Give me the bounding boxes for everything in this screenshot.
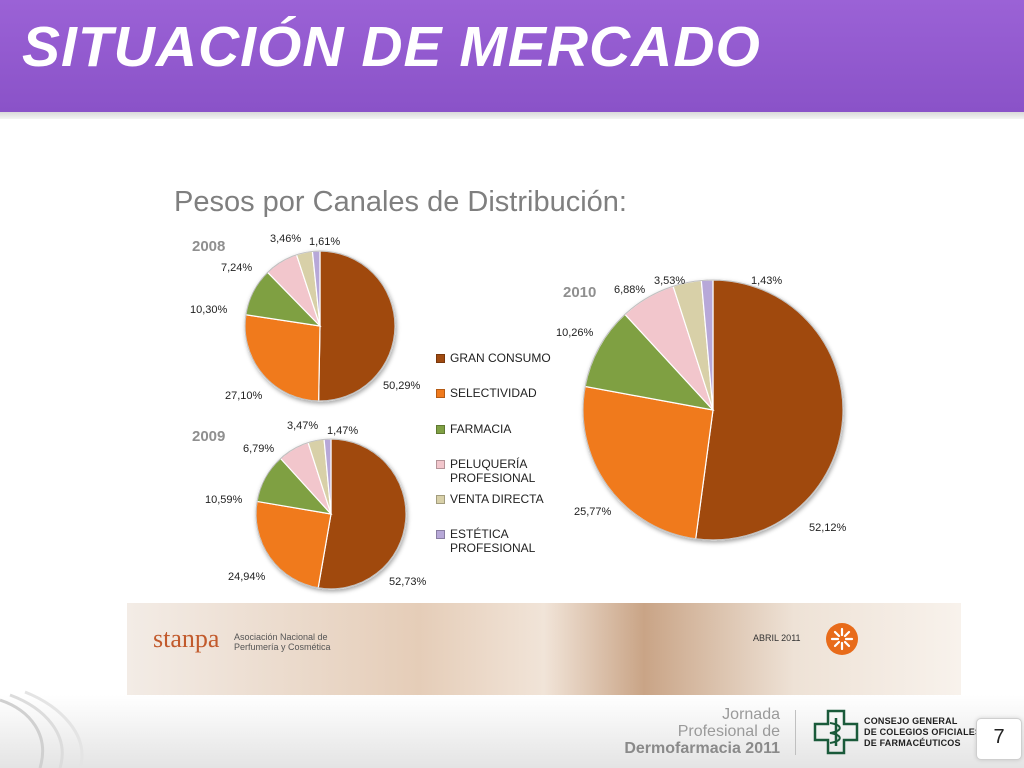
pie2008-label-selectividad: 27,10% xyxy=(225,390,263,402)
pie2008-label-estetica: 1,61% xyxy=(309,236,341,248)
stanpa-logo-text: stanpa xyxy=(153,624,220,653)
legend-label: ESTÉTICA PROFESIONAL xyxy=(450,527,536,555)
event-name: Jornada Profesional de Dermofarmacia 201… xyxy=(600,706,780,757)
legend-swatch xyxy=(436,530,445,539)
organization-name: CONSEJO GENERAL DE COLEGIOS OFICIALES DE… xyxy=(864,716,981,749)
footer-bar xyxy=(0,695,1024,768)
stanpa-banner xyxy=(127,603,961,695)
year-label-2008: 2008 xyxy=(192,238,226,255)
event-line-1: Jornada xyxy=(722,706,780,723)
legend-item-venta-directa: VENTA DIRECTA xyxy=(436,492,544,506)
legend-label: SELECTIVIDAD xyxy=(450,386,537,400)
event-line-2: Profesional de xyxy=(677,723,780,740)
pharmacy-cross-logo-icon xyxy=(813,709,859,755)
event-line-3: Dermofarmacia 2011 xyxy=(624,740,780,757)
legend-swatch xyxy=(436,460,445,469)
pie2009-label-peluqueria: 6,79% xyxy=(243,443,275,455)
org-line-3: DE FARMACÉUTICOS xyxy=(864,738,961,748)
stanpa-description: Asociación Nacional de Perfumería y Cosm… xyxy=(234,632,331,652)
year-label-2009: 2009 xyxy=(192,428,226,445)
figure-subtitle: Pesos por Canales de Distribución: xyxy=(174,186,627,218)
legend-label: GRAN CONSUMO xyxy=(450,351,551,365)
page-number: 7 xyxy=(993,726,1005,748)
footer-swoosh-decoration xyxy=(0,690,84,768)
pie2010-label-selectividad: 25,77% xyxy=(574,506,612,518)
pie2009-label-venta-directa: 3,47% xyxy=(287,420,319,432)
footer-divider xyxy=(795,710,796,755)
pie2008-label-gran-consumo: 50,29% xyxy=(383,380,421,392)
sun-icon xyxy=(826,623,858,655)
title-bar-divider xyxy=(0,112,1024,119)
legend-swatch xyxy=(436,354,445,363)
legend-item-estetica: ESTÉTICA PROFESIONAL xyxy=(436,527,535,555)
org-line-1: CONSEJO GENERAL xyxy=(864,716,958,726)
pie2010-label-estetica: 1,43% xyxy=(751,275,783,287)
pie2010-label-farmacia: 10,26% xyxy=(556,327,594,339)
title-bar xyxy=(0,0,1024,112)
pie2008-label-venta-directa: 3,46% xyxy=(270,233,302,245)
legend-label: VENTA DIRECTA xyxy=(450,492,544,506)
legend-swatch xyxy=(436,425,445,434)
legend-item-farmacia: FARMACIA xyxy=(436,422,511,436)
slide-title: SITUACIÓN DE MERCADO xyxy=(22,15,761,79)
pie2009-label-gran-consumo: 52,73% xyxy=(389,576,427,588)
pie2009-label-farmacia: 10,59% xyxy=(205,494,243,506)
pie2008-label-peluqueria: 7,24% xyxy=(221,262,253,274)
legend-item-peluqueria: PELUQUERÍA PROFESIONAL xyxy=(436,457,535,485)
pie2009-label-selectividad: 24,94% xyxy=(228,571,266,583)
pie2010-label-gran-consumo: 52,12% xyxy=(809,522,847,534)
legend-swatch xyxy=(436,495,445,504)
legend-label: PELUQUERÍA PROFESIONAL xyxy=(450,457,536,485)
legend-label: FARMACIA xyxy=(450,422,512,436)
legend-swatch xyxy=(436,389,445,398)
year-label-2010: 2010 xyxy=(563,284,597,301)
org-line-2: DE COLEGIOS OFICIALES xyxy=(864,727,982,737)
pie2008-label-farmacia: 10,30% xyxy=(190,304,228,316)
pie2010-label-peluqueria: 6,88% xyxy=(614,284,646,296)
legend-item-selectividad: SELECTIVIDAD xyxy=(436,386,537,400)
pie2010-label-venta-directa: 3,53% xyxy=(654,275,686,287)
banner-date: ABRIL 2011 xyxy=(753,633,801,643)
page-number-box xyxy=(976,718,1022,760)
pie2009-label-estetica: 1,47% xyxy=(327,425,359,437)
legend-item-gran-consumo: GRAN CONSUMO xyxy=(436,351,551,365)
